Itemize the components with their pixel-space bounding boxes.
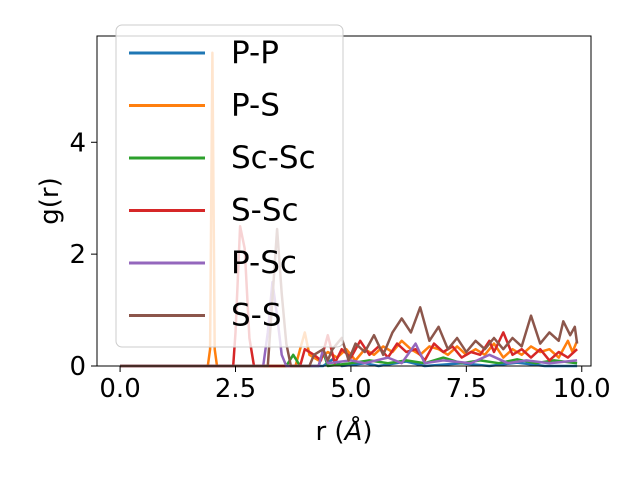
legend: P-P P-S Sc-Sc S-Sc P-Sc S-S — [115, 24, 344, 348]
x-tick-label: 2.5 — [215, 374, 256, 404]
legend-label-sc-sc: Sc-Sc — [231, 140, 316, 176]
x-tick-label: 10.0 — [553, 374, 611, 404]
legend-box — [115, 24, 344, 348]
legend-label-s-s: S-S — [231, 298, 282, 334]
legend-label-p-p: P-P — [231, 35, 279, 71]
x-axis-label: r (Å) — [315, 415, 372, 447]
series-line-p-s — [120, 51, 579, 368]
plot-frame — [96, 35, 592, 367]
legend-label-p-sc: P-Sc — [231, 245, 297, 281]
x-tick-label: 7.5 — [446, 374, 487, 404]
y-tick-label: 0 — [69, 352, 86, 382]
y-tick-label: 2 — [69, 240, 86, 270]
legend-label-p-s: P-S — [231, 88, 280, 124]
y-tick-label: 4 — [69, 128, 86, 158]
y-axis-label: g(r) — [35, 177, 65, 224]
y-ticks: 0 2 4 — [69, 128, 97, 382]
x-tick-label: 0.0 — [99, 374, 140, 404]
x-tick-label: 5.0 — [330, 374, 371, 404]
legend-label-s-sc: S-Sc — [231, 193, 299, 229]
x-ticks: 0.0 2.5 5.0 7.5 10.0 — [99, 366, 611, 404]
legend-items: P-P P-S Sc-Sc S-Sc P-Sc S-S — [129, 35, 316, 334]
